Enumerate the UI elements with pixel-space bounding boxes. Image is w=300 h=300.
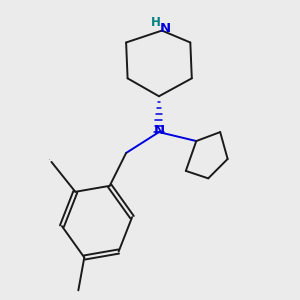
Text: N: N: [153, 124, 164, 137]
Text: CH₃: CH₃: [49, 160, 51, 161]
Text: H: H: [151, 16, 161, 29]
Text: N: N: [160, 22, 171, 35]
